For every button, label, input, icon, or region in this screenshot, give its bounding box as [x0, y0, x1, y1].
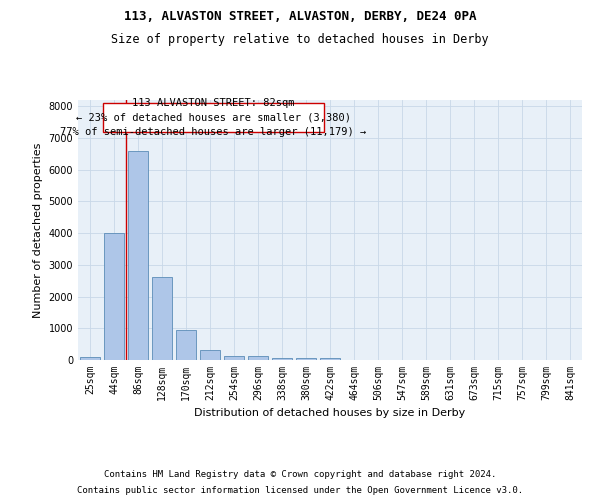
Text: Contains HM Land Registry data © Crown copyright and database right 2024.: Contains HM Land Registry data © Crown c…: [104, 470, 496, 479]
Bar: [152, 277, 172, 360]
Bar: [128, 150, 148, 360]
Bar: [248, 356, 268, 360]
Bar: [176, 330, 196, 360]
Bar: [296, 358, 316, 360]
Y-axis label: Number of detached properties: Number of detached properties: [33, 142, 43, 318]
Text: Contains public sector information licensed under the Open Government Licence v3: Contains public sector information licen…: [77, 486, 523, 495]
Text: Size of property relative to detached houses in Derby: Size of property relative to detached ho…: [111, 32, 489, 46]
X-axis label: Distribution of detached houses by size in Derby: Distribution of detached houses by size …: [194, 408, 466, 418]
Bar: [200, 350, 220, 360]
Bar: [320, 358, 340, 360]
Bar: [104, 233, 124, 360]
FancyBboxPatch shape: [103, 103, 324, 132]
Bar: [80, 358, 100, 360]
Text: 113 ALVASTON STREET: 82sqm
← 23% of detached houses are smaller (3,380)
77% of s: 113 ALVASTON STREET: 82sqm ← 23% of deta…: [61, 98, 367, 137]
Text: 113, ALVASTON STREET, ALVASTON, DERBY, DE24 0PA: 113, ALVASTON STREET, ALVASTON, DERBY, D…: [124, 10, 476, 23]
Bar: [272, 358, 292, 360]
Bar: [224, 356, 244, 360]
